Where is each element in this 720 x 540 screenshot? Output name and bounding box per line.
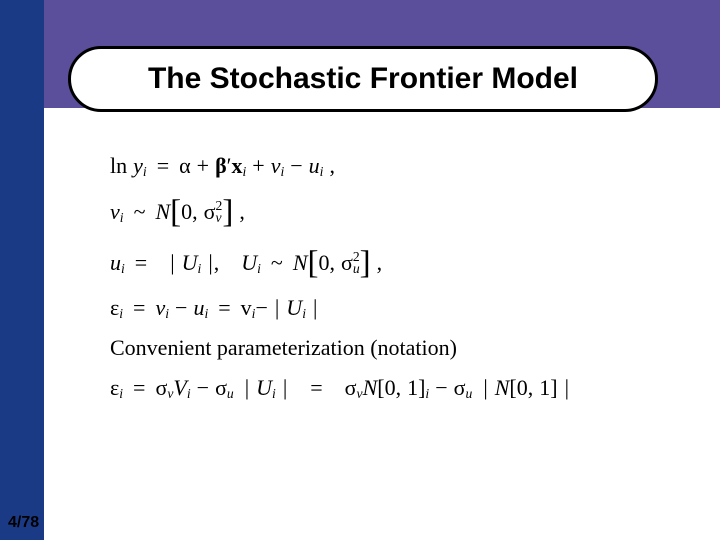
equation-line-4: εi = vi − ui = vi − |Ui| (110, 297, 670, 319)
slide: The Stochastic Frontier Model ln yi = α+… (0, 0, 720, 540)
page-number: 4/78 (8, 514, 39, 532)
equation-line-2: vi ~ N [0, σ2v ] , (110, 195, 670, 228)
side-bar (0, 0, 44, 540)
equation-line-3: ui = |Ui| , Ui ~ N [0, σ2u ] , (110, 246, 670, 279)
title-pill: The Stochastic Frontier Model (68, 46, 658, 112)
equation-line-5: Convenient parameterization (notation) (110, 337, 670, 359)
equation-block: ln yi = α+ β′ xi + vi − ui , vi ~ N [0, … (110, 155, 670, 417)
equation-line-1: ln yi = α+ β′ xi + vi − ui , (110, 155, 670, 177)
equation-line-6: εi = σv Vi − σu |Ui| = σv N[0,1]i − σu |… (110, 377, 670, 399)
slide-title: The Stochastic Frontier Model (148, 62, 578, 96)
